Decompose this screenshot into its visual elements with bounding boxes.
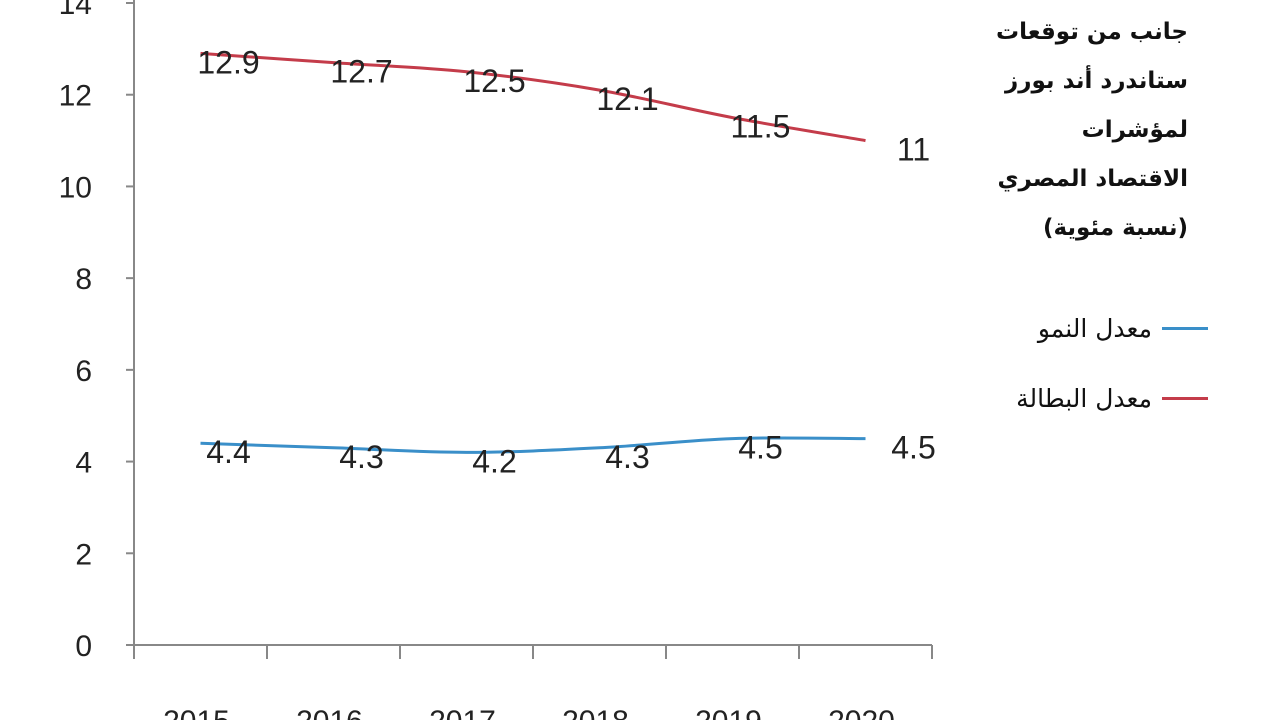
data-label: 12.5 bbox=[463, 63, 525, 99]
series-line-1 bbox=[200, 436, 866, 454]
x-tick-label: 2019 bbox=[695, 705, 762, 720]
x-tick-label: 2017 bbox=[429, 705, 496, 720]
legend-label-growth: معدل النمو bbox=[1037, 313, 1152, 343]
legend-label-unemployment: معدل البطالة bbox=[1016, 383, 1152, 413]
data-label: 4.3 bbox=[605, 439, 649, 475]
legend-entry-unemployment: معدل البطالة bbox=[1016, 378, 1208, 418]
y-tick-label: 6 bbox=[75, 355, 92, 388]
x-tick-label: 2016 bbox=[296, 705, 363, 720]
legend-swatch-growth bbox=[1162, 326, 1208, 330]
y-tick-label: 0 bbox=[75, 630, 92, 663]
data-label: 4.5 bbox=[891, 430, 935, 466]
series-line-0 bbox=[200, 51, 866, 143]
title-line-1: جانب من توقعات bbox=[996, 19, 1188, 45]
data-label: 4.3 bbox=[339, 439, 383, 475]
data-label: 12.1 bbox=[596, 81, 658, 117]
chart-title: جانب من توقعات ستاندرد أند بورز لمؤشرات … bbox=[928, 8, 1188, 253]
y-tick-label: 4 bbox=[75, 447, 92, 480]
data-label: 11 bbox=[897, 132, 930, 168]
x-tick-label: 2018 bbox=[562, 705, 629, 720]
data-label: 4.5 bbox=[738, 430, 782, 466]
legend-entry-growth: معدل النمو bbox=[1038, 308, 1208, 348]
y-tick-label: 12 bbox=[59, 80, 92, 113]
data-label: 12.9 bbox=[197, 44, 259, 80]
x-tick-label: 2015 bbox=[163, 705, 230, 720]
title-line-5: (نسبة مئوية) bbox=[1042, 215, 1188, 241]
y-tick-label: 14 bbox=[59, 0, 92, 21]
data-label: 12.7 bbox=[330, 54, 392, 90]
data-label: 11.5 bbox=[731, 109, 791, 145]
series-layer bbox=[200, 51, 866, 454]
title-line-4: الاقتصاد المصري bbox=[997, 166, 1188, 192]
y-tick-label: 8 bbox=[75, 263, 92, 296]
legend-swatch-unemployment bbox=[1162, 396, 1208, 400]
data-label: 4.2 bbox=[472, 443, 516, 479]
data-label: 4.4 bbox=[206, 434, 250, 470]
axes: 0 2 4 6 8 10 12 14 2015 2016 2017 2018 2019 2020 bbox=[59, 0, 933, 720]
title-line-3: لمؤشرات bbox=[1081, 117, 1188, 143]
title-line-2: ستاندرد أند بورز bbox=[1005, 68, 1188, 94]
x-tick-label: 2020 bbox=[828, 705, 895, 720]
y-tick-label: 10 bbox=[59, 171, 92, 204]
y-tick-label: 2 bbox=[75, 538, 92, 571]
data-labels: 12.9 12.7 12.5 12.1 11.5 11 4.4 4.3 4.2 4.3 4.5 4.5 bbox=[197, 44, 935, 479]
